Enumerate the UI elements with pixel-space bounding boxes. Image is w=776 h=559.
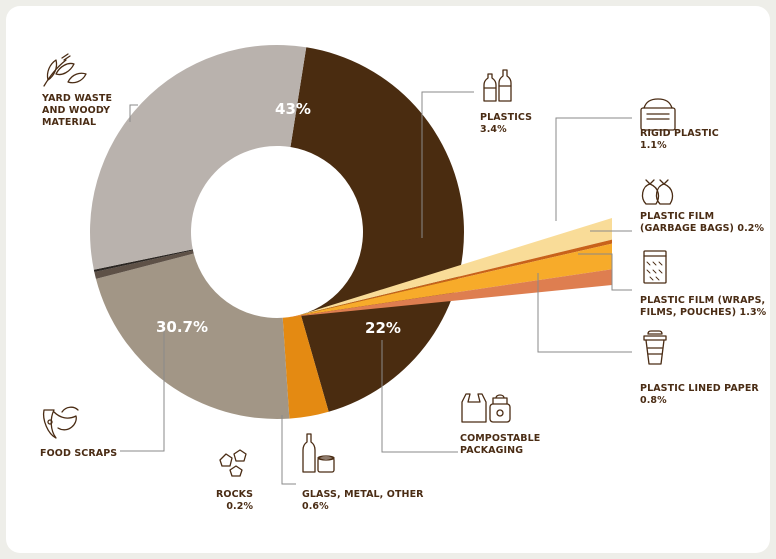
leader-glass xyxy=(281,415,296,485)
label-lined: PLASTIC LINED PAPER 0.8% xyxy=(640,383,759,407)
bottles-icon xyxy=(483,69,512,102)
label-rocks: ROCKS 0.2% xyxy=(216,489,253,513)
pouch-icon xyxy=(643,250,667,284)
label-compostable: COMPOSTABLE PACKAGING xyxy=(460,433,541,456)
leaves-icon xyxy=(43,53,87,87)
label-film-bags: PLASTIC FILM (GARBAGE BAGS) 0.2% xyxy=(640,211,765,234)
label-lined-title: PLASTIC LINED PAPER xyxy=(640,383,759,394)
slice-1 xyxy=(282,314,329,419)
slice-3 xyxy=(94,250,194,279)
garbage-bags-icon xyxy=(641,179,674,205)
label-glass: GLASS, METAL, OTHER 0.6% xyxy=(302,489,424,513)
packaging-icon xyxy=(461,393,511,423)
slice-0 xyxy=(290,47,464,412)
label-rocks-title: ROCKS xyxy=(216,489,254,500)
cup-icon xyxy=(643,330,667,365)
leader-rigid xyxy=(555,117,632,221)
label-yard: YARD WASTE AND WOODY MATERIAL xyxy=(42,93,113,128)
label-film-wraps: PLASTIC FILM (WRAPS, FILMS, POUCHES) 1.3… xyxy=(640,295,767,318)
container-icon xyxy=(640,98,676,131)
label-rigid-value: 1.1% xyxy=(640,140,667,151)
rocks-icon xyxy=(219,449,247,477)
slice-5 xyxy=(90,45,307,270)
bottle-can-icon xyxy=(302,433,335,473)
slice-4 xyxy=(93,249,193,273)
label-plastics: PLASTICS 3.4% xyxy=(480,112,532,136)
label-lined-value: 0.8% xyxy=(640,395,667,406)
food-scraps-icon xyxy=(42,406,79,439)
leader-plastics xyxy=(421,91,474,238)
label-glass-value: 0.6% xyxy=(302,501,329,512)
ring-label-compost: 22% xyxy=(365,319,401,337)
label-rigid-title: RIGID PLASTIC xyxy=(640,128,719,139)
label-plastics-value: 3.4% xyxy=(480,124,507,135)
label-food: FOOD SCRAPS xyxy=(40,448,118,459)
ring-label-yard: 43% xyxy=(275,100,311,118)
ring-label-food: 30.7% xyxy=(156,318,208,336)
leader-film-wraps xyxy=(578,253,632,291)
slice-2 xyxy=(95,253,290,419)
leader-food xyxy=(120,330,165,452)
leader-yard xyxy=(129,104,138,122)
leader-lined xyxy=(537,273,632,353)
label-rigid: RIGID PLASTIC 1.1% xyxy=(640,128,719,152)
label-plastics-title: PLASTICS xyxy=(480,112,533,123)
label-rocks-value: 0.2% xyxy=(226,501,254,512)
leader-compost xyxy=(381,340,458,453)
label-glass-title: GLASS, METAL, OTHER xyxy=(302,489,424,500)
